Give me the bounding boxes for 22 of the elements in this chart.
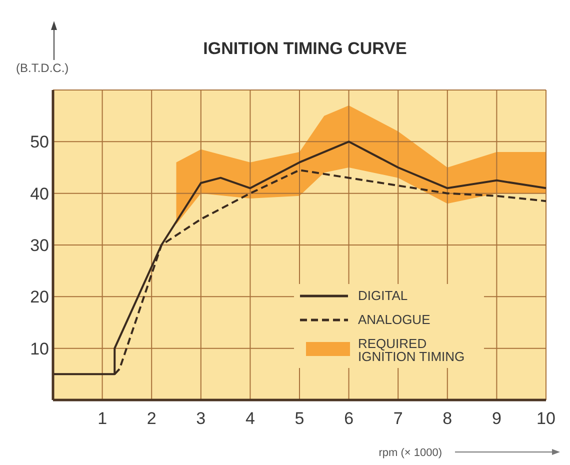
- legend-label: ANALOGUE: [358, 312, 431, 327]
- y-tick-label: 40: [30, 184, 49, 204]
- y-tick-label: 30: [30, 236, 49, 255]
- x-tick-label: 1: [98, 409, 108, 428]
- x-tick-label: 10: [536, 409, 556, 428]
- y-axis-title: (B.T.D.C.): [16, 61, 69, 75]
- x-axis-title: rpm (× 1000): [378, 447, 442, 459]
- x-tick-label: 8: [442, 409, 452, 428]
- x-tick-label: 3: [196, 409, 206, 428]
- y-tick-label: 20: [30, 288, 49, 307]
- x-tick-label: 7: [393, 409, 403, 428]
- x-tick-label: 4: [245, 409, 255, 428]
- legend-label: REQUIRED IGNITION TIMING: [358, 336, 465, 364]
- x-tick-label: 2: [146, 409, 156, 428]
- y-tick-label: 10: [30, 339, 49, 358]
- legend-label: DIGITAL: [358, 288, 408, 303]
- x-tick-label: 6: [344, 409, 354, 428]
- x-tick-label: 5: [294, 409, 304, 428]
- chart-title: IGNITION TIMING CURVE: [203, 39, 407, 58]
- line-series: [52, 140, 547, 376]
- x-tick-label: 9: [492, 409, 502, 428]
- y-tick-label: 50: [30, 132, 49, 152]
